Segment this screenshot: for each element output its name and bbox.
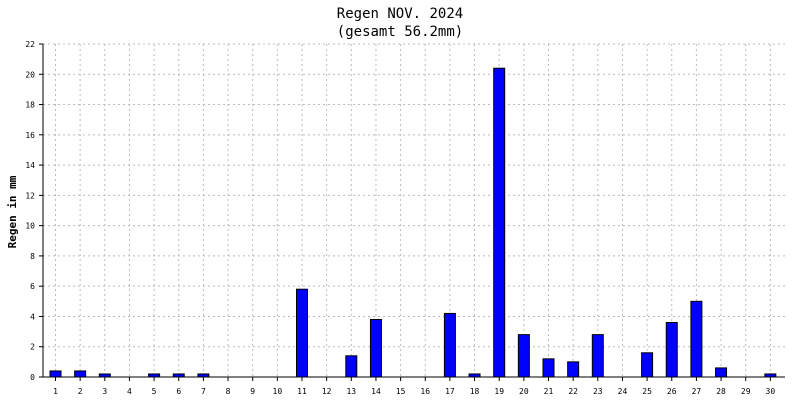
chart-title: Regen NOV. 2024 xyxy=(337,6,463,22)
bar-day-28 xyxy=(715,367,728,378)
x-tick-label: 20 xyxy=(519,387,529,396)
y-tick-label: 4 xyxy=(30,312,35,321)
y-tick-label: 10 xyxy=(25,222,35,231)
x-tick-label: 3 xyxy=(102,387,107,396)
chart-subtitle: (gesamt 56.2mm) xyxy=(337,24,463,40)
x-tick-label: 19 xyxy=(494,387,504,396)
y-tick-label: 16 xyxy=(25,131,35,140)
bar-day-21 xyxy=(542,358,555,378)
bar-day-23 xyxy=(591,334,604,378)
bars xyxy=(49,67,777,378)
x-tick-label: 9 xyxy=(250,387,255,396)
x-tick-label: 30 xyxy=(766,387,776,396)
bar-day-26 xyxy=(665,322,678,378)
x-tick-label: 28 xyxy=(716,387,726,396)
x-tick-label: 25 xyxy=(642,387,652,396)
x-tick-label: 23 xyxy=(593,387,603,396)
x-tick-label: 12 xyxy=(322,387,332,396)
bar-day-17 xyxy=(443,312,456,378)
bar-day-11 xyxy=(296,288,308,378)
y-tick-label: 12 xyxy=(25,191,35,200)
x-tick-label: 13 xyxy=(346,387,356,396)
x-tick-label: 2 xyxy=(78,387,83,396)
bar-day-25 xyxy=(641,352,654,378)
bar-day-22 xyxy=(567,361,580,378)
x-tick-label: 11 xyxy=(297,387,307,396)
x-tick-label: 27 xyxy=(692,387,702,396)
y-tick-label: 2 xyxy=(30,343,35,352)
bar-day-14 xyxy=(369,318,382,378)
y-tick-label: 18 xyxy=(25,101,35,110)
bar-day-27 xyxy=(690,300,703,378)
y-axis-label: Regen in mm xyxy=(6,175,19,248)
x-tick-label: 10 xyxy=(273,387,283,396)
bar-day-13 xyxy=(345,355,358,378)
x-tick-label: 21 xyxy=(544,387,554,396)
grid-lines xyxy=(43,43,785,377)
x-tick-label: 26 xyxy=(667,387,677,396)
x-tick-label: 1 xyxy=(53,387,58,396)
x-tick-label: 14 xyxy=(371,387,381,396)
bar-day-20 xyxy=(517,334,530,378)
x-tick-label: 16 xyxy=(420,387,430,396)
bar-day-1 xyxy=(49,370,62,378)
x-tick-label: 24 xyxy=(618,387,628,396)
y-tick-label: 6 xyxy=(30,282,35,291)
y-tick-label: 22 xyxy=(25,40,35,49)
axes xyxy=(39,43,785,381)
bar-day-2 xyxy=(74,370,87,378)
y-tick-label: 14 xyxy=(25,161,35,170)
x-tick-label: 29 xyxy=(741,387,751,396)
y-tick-label: 0 xyxy=(30,373,35,382)
x-tick-label: 18 xyxy=(470,387,480,396)
x-tick-label: 22 xyxy=(568,387,578,396)
x-tick-label: 7 xyxy=(201,387,206,396)
y-tick-label: 20 xyxy=(25,70,35,79)
y-tick-label: 8 xyxy=(30,252,35,261)
x-tick-label: 5 xyxy=(152,387,157,396)
bar-day-19 xyxy=(493,67,506,378)
x-tick-label: 8 xyxy=(226,387,231,396)
x-tick-label: 17 xyxy=(445,387,455,396)
x-tick-label: 15 xyxy=(396,387,406,396)
x-tick-label: 4 xyxy=(127,387,132,396)
x-tick-label: 6 xyxy=(176,387,181,396)
